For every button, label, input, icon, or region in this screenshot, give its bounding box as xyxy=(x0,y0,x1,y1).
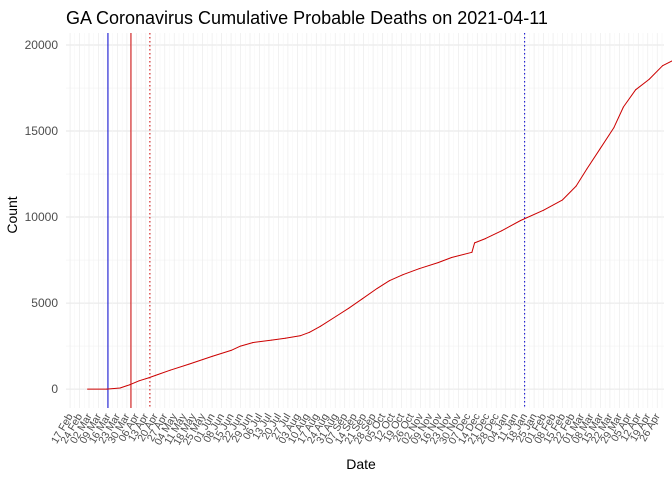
data-point xyxy=(252,342,254,344)
series-line xyxy=(87,60,672,390)
data-point xyxy=(240,345,241,347)
data-point xyxy=(348,307,350,309)
data-point xyxy=(437,262,439,264)
y-axis-ticks: 0 5000 10000 15000 20000 xyxy=(25,38,59,396)
x-axis-title: Date xyxy=(346,456,376,472)
data-point xyxy=(319,325,321,327)
data-point xyxy=(451,257,453,258)
data-point xyxy=(87,388,89,390)
data-point xyxy=(309,331,310,333)
data-point xyxy=(543,209,545,211)
reference-lines xyxy=(107,33,526,408)
data-point xyxy=(471,251,473,253)
data-point xyxy=(106,388,108,390)
data-point xyxy=(230,349,232,351)
series-layer xyxy=(87,60,672,390)
data-point xyxy=(501,230,503,232)
data-point xyxy=(119,387,121,389)
data-point xyxy=(169,369,171,371)
data-point xyxy=(188,363,190,365)
data-point xyxy=(635,89,637,91)
data-point xyxy=(662,65,664,67)
y-tick-label: 5000 xyxy=(31,296,58,310)
y-tick-label: 15000 xyxy=(25,124,59,138)
data-point xyxy=(474,242,476,244)
data-point xyxy=(284,337,286,339)
data-point xyxy=(299,335,301,337)
data-point xyxy=(388,280,390,282)
y-tick-label: 0 xyxy=(51,382,58,396)
data-point xyxy=(148,377,149,379)
data-point xyxy=(402,274,404,276)
data-point xyxy=(271,339,273,341)
data-point xyxy=(622,106,624,108)
grid xyxy=(66,33,664,408)
data-point xyxy=(648,78,650,80)
data-point xyxy=(376,287,378,289)
data-point xyxy=(211,355,213,357)
y-tick-label: 20000 xyxy=(25,38,59,52)
data-point xyxy=(586,168,588,170)
data-point xyxy=(484,238,486,240)
data-point xyxy=(418,268,420,270)
data-point xyxy=(520,220,522,221)
data-point xyxy=(613,127,615,129)
data-point xyxy=(336,315,338,317)
data-point xyxy=(361,298,363,300)
data-point xyxy=(129,384,131,386)
data-point xyxy=(138,380,140,382)
data-point xyxy=(157,374,159,375)
y-axis-title: Count xyxy=(4,196,20,233)
data-point xyxy=(575,185,577,187)
data-point xyxy=(599,147,601,149)
y-tick-label: 10000 xyxy=(25,210,59,224)
chart-title: GA Coronavirus Cumulative Probable Death… xyxy=(66,8,548,28)
data-point xyxy=(562,199,563,201)
